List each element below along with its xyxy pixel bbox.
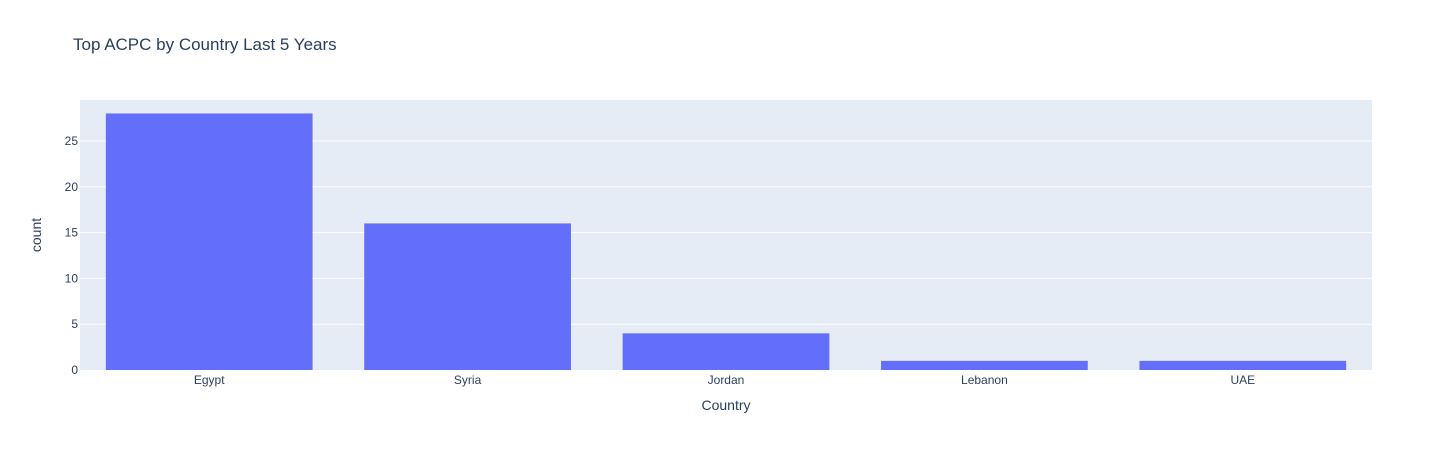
bar-uae — [1139, 360, 1347, 370]
x-tick-label: Lebanon — [961, 373, 1008, 387]
x-tick-label: UAE — [1230, 373, 1255, 387]
x-axis-title: Country — [701, 397, 750, 413]
x-tick-label: Syria — [454, 373, 482, 387]
y-tick-label: 0 — [71, 363, 78, 377]
y-tick-label: 10 — [65, 271, 79, 285]
x-tick-label: Egypt — [194, 373, 225, 387]
x-axis-ticks: Egypt Syria Jordan Lebanon UAE — [194, 373, 1255, 387]
y-axis-ticks: 0 5 10 15 20 25 — [65, 134, 79, 377]
y-axis-title: count — [28, 218, 44, 252]
y-tick-label: 20 — [65, 180, 79, 194]
x-tick-label: Jordan — [708, 373, 745, 387]
bar-syria — [364, 223, 571, 370]
bar-egypt — [105, 113, 313, 371]
y-tick-label: 15 — [65, 226, 79, 240]
y-tick-label: 25 — [65, 134, 79, 148]
bar-series — [105, 113, 1347, 371]
bar-lebanon — [881, 360, 1088, 370]
y-tick-label: 5 — [71, 317, 78, 331]
chart-title: Top ACPC by Country Last 5 Years — [73, 35, 337, 54]
bar-jordan — [622, 333, 830, 370]
